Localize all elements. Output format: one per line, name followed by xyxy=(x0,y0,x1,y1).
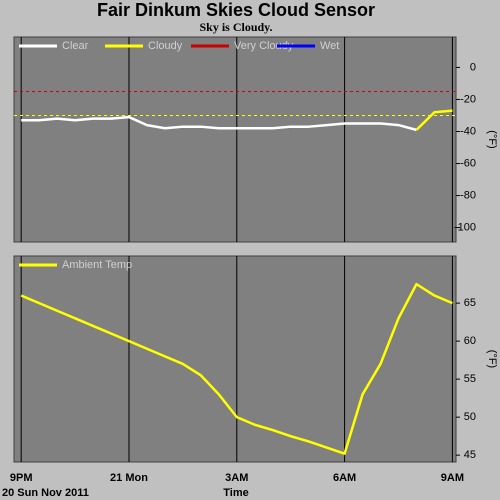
legend-label: Clear xyxy=(62,40,89,52)
x-tick-label: 6AM xyxy=(333,472,356,484)
y-tick-label: 45 xyxy=(464,449,476,461)
y-axis-label: (°F) xyxy=(486,350,498,368)
x-axis-label: Time xyxy=(223,487,248,499)
x-tick-label: 9PM xyxy=(10,472,33,484)
chart-subtitle: Sky is Cloudy. xyxy=(199,20,272,34)
data-line xyxy=(20,282,453,455)
legend-label: Ambient Temp xyxy=(62,259,132,271)
y-tick-label: 65 xyxy=(464,297,476,309)
y-tick-label: -40 xyxy=(460,125,476,137)
y-tick-label: 55 xyxy=(464,373,476,385)
y-tick-label: -80 xyxy=(460,189,476,201)
legend-label: Cloudy xyxy=(148,40,183,52)
y-tick-label: -60 xyxy=(460,157,476,169)
legend-label: Very Cloudy xyxy=(234,40,294,52)
data-line xyxy=(415,109,453,131)
date-label: 20 Sun Nov 2011 xyxy=(2,487,89,499)
legend-label: Wet xyxy=(320,40,339,52)
x-tick-label: 3AM xyxy=(225,472,248,484)
plot-area xyxy=(13,255,457,463)
y-tick-label: -20 xyxy=(460,93,476,105)
y-axis-label: (°F) xyxy=(486,130,498,148)
y-tick-label: 60 xyxy=(464,335,476,347)
data-line xyxy=(21,115,417,132)
y-tick-label: 0 xyxy=(470,61,476,73)
y-tick-label: 50 xyxy=(464,411,476,423)
y-tick-label: -100 xyxy=(454,221,476,233)
plot-area xyxy=(13,36,457,243)
x-tick-label: 21 Mon xyxy=(110,472,148,484)
x-tick-label: 9AM xyxy=(441,472,464,484)
chart-title: Fair Dinkum Skies Cloud Sensor xyxy=(97,0,375,20)
